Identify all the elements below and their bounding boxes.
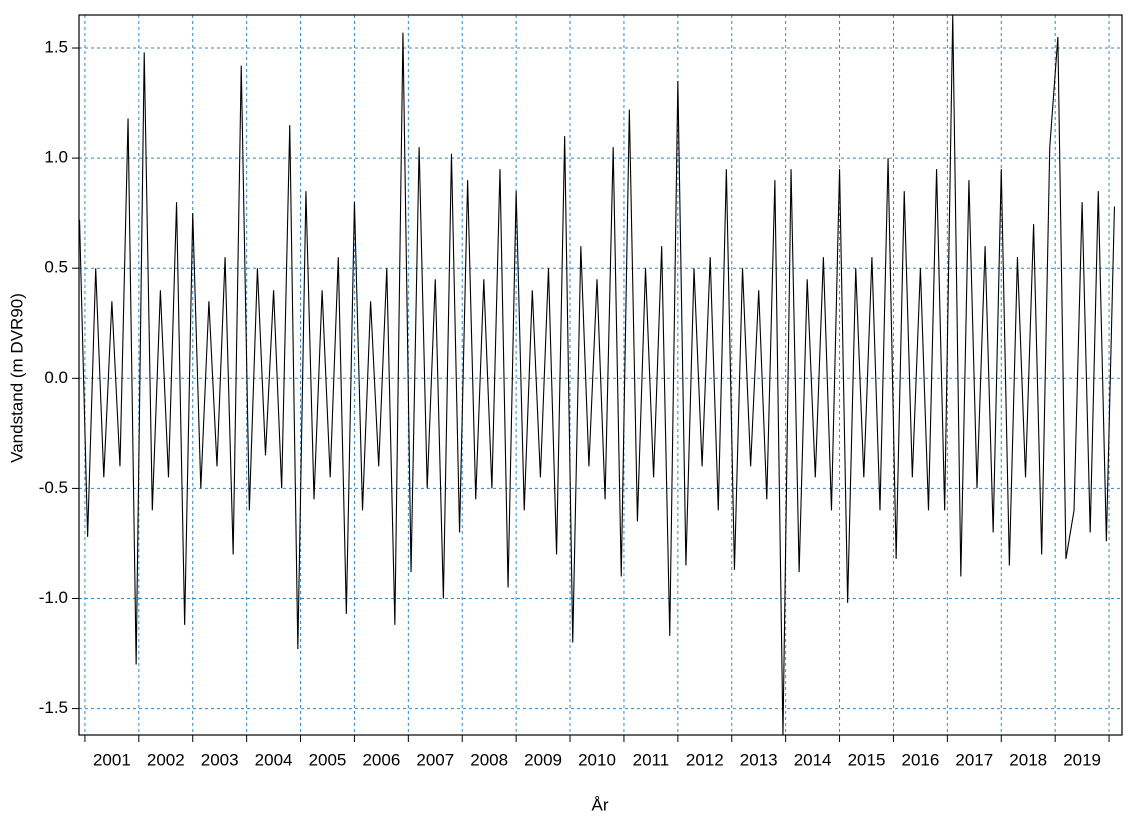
plot-frame [78,14,1123,736]
x-tick-label: 2006 [362,750,400,769]
x-tick-label: 2015 [848,750,886,769]
x-tick-label: 2007 [416,750,454,769]
x-tick-label: 2004 [255,750,293,769]
y-tick-label: -1.5 [39,698,68,717]
x-tick-label: 2009 [524,750,562,769]
y-tick-label: -1.0 [39,588,68,607]
x-tick-label: 2019 [1063,750,1101,769]
x-tick-label: 2001 [93,750,131,769]
y-tick-label: 1.0 [44,148,68,167]
x-tick-label: 2018 [1009,750,1047,769]
x-tick-label: 2012 [686,750,724,769]
x-axis-label: År [592,795,609,814]
x-tick-label: 2003 [201,750,239,769]
x-tick-label: 2002 [147,750,185,769]
y-tick-label: 1.5 [44,38,68,57]
x-tick-label: 2013 [740,750,778,769]
y-tick-label: 0.0 [44,368,68,387]
data-line [78,14,1115,736]
x-tick-label: 2008 [470,750,508,769]
x-tick-label: 2014 [794,750,832,769]
y-tick-label: -0.5 [39,478,68,497]
x-tick-label: 2017 [955,750,993,769]
x-tick-label: 2005 [309,750,347,769]
y-axis-label: Vandstand (m DVR90) [7,293,26,463]
x-tick-label: 2011 [633,750,670,769]
x-tick-label: 2010 [578,750,616,769]
x-tick-label: 2016 [901,750,939,769]
y-tick-label: 0.5 [44,258,68,277]
